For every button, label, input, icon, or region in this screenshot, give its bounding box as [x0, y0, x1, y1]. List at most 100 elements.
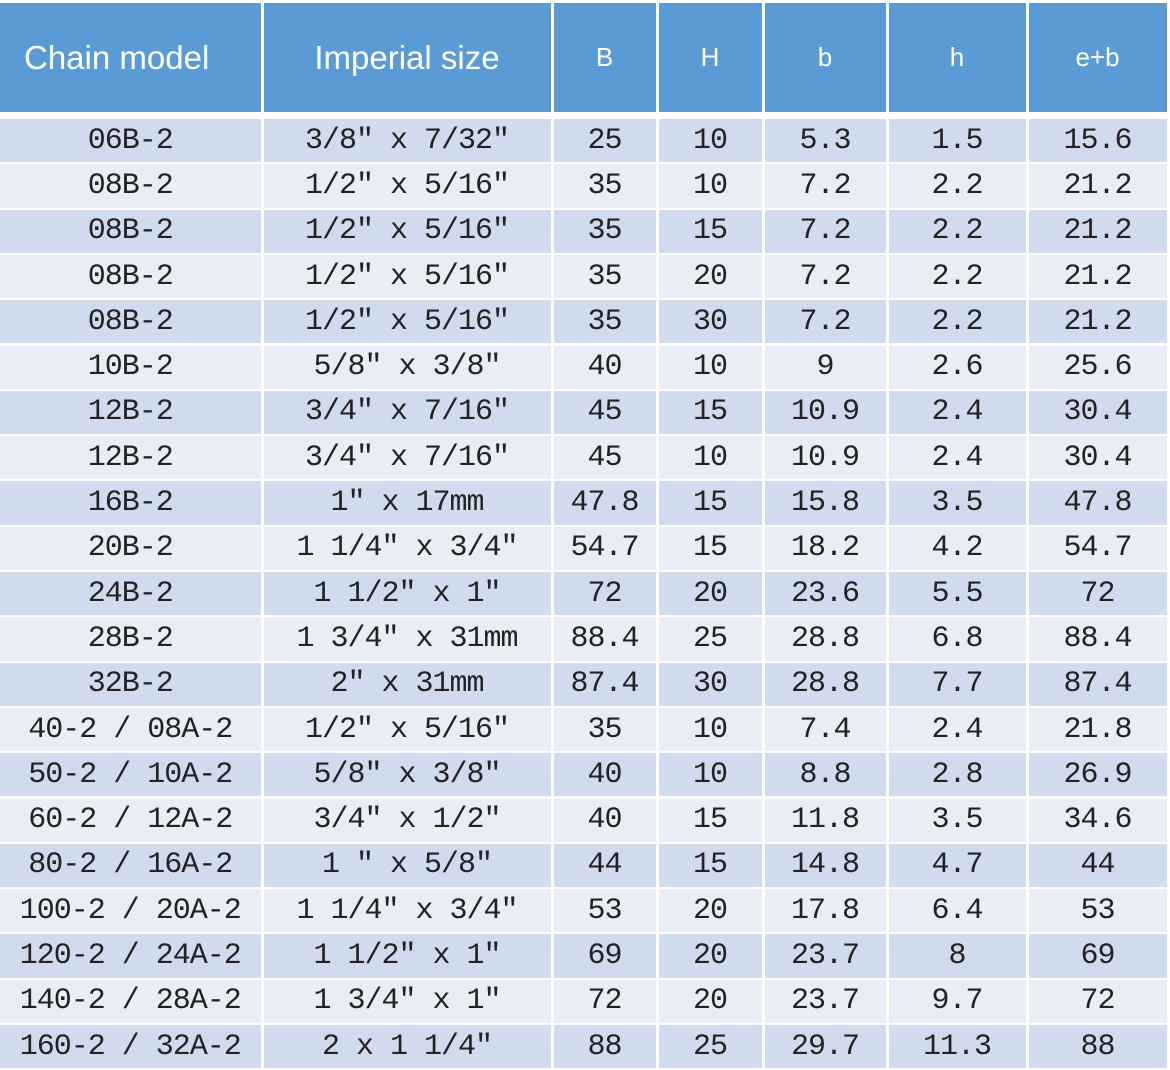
table-cell: 20 — [658, 979, 762, 1023]
table-cell: 25.6 — [1028, 345, 1167, 389]
table-cell: 08B-2 — [0, 254, 261, 299]
table-cell: 35 — [553, 707, 656, 752]
table-cell: 30 — [658, 300, 762, 344]
table-cell: 10 — [658, 707, 762, 752]
table-cell: 14.8 — [764, 843, 886, 888]
table-cell: 21.8 — [1028, 707, 1167, 752]
table-cell: 80-2 / 16A-2 — [0, 843, 261, 888]
table-cell: 12B-2 — [0, 436, 261, 480]
table-cell: 12B-2 — [0, 390, 261, 435]
table-cell: 1 3/4″ x 31mm — [263, 617, 551, 661]
table-cell: 24B-2 — [0, 572, 261, 616]
table-cell: 45 — [553, 390, 656, 435]
table-cell: 6.8 — [888, 617, 1026, 661]
table-cell: 21.2 — [1028, 300, 1167, 344]
table-cell: 7.2 — [764, 254, 886, 299]
table-cell: 10 — [658, 753, 762, 797]
table-cell: 16B-2 — [0, 481, 261, 525]
table-cell: 1 1/4″ x 3/4″ — [263, 526, 551, 570]
table-cell: 47.8 — [1028, 481, 1167, 525]
table-cell: 21.2 — [1028, 254, 1167, 299]
table-cell: 23.7 — [764, 979, 886, 1023]
table-cell: 54.7 — [1028, 526, 1167, 570]
table-cell: 30 — [658, 662, 762, 706]
table-cell: 15 — [658, 209, 762, 253]
table-cell: 23.7 — [764, 934, 886, 978]
table-cell: 69 — [1028, 934, 1167, 978]
table-cell: 44 — [1028, 843, 1167, 888]
table-cell: 1/2″ x 5/16″ — [263, 164, 551, 208]
table-cell: 54.7 — [553, 526, 656, 570]
table-cell: 15 — [658, 390, 762, 435]
table-cell: 1 ″ x 5/8″ — [263, 843, 551, 888]
table-cell: 3/4″ x 1/2″ — [263, 798, 551, 842]
table-cell: 72 — [1028, 979, 1167, 1023]
table-cell: 9.7 — [888, 979, 1026, 1023]
table-cell: 35 — [553, 254, 656, 299]
table-cell: 2.8 — [888, 753, 1026, 797]
table-cell: 160-2 / 32A-2 — [0, 1025, 261, 1069]
table-cell: 08B-2 — [0, 209, 261, 253]
table-cell: 10B-2 — [0, 345, 261, 389]
table-cell: 5.5 — [888, 572, 1026, 616]
table-cell: 88 — [553, 1025, 656, 1069]
table-cell: 2.4 — [888, 707, 1026, 752]
table-cell: 20 — [658, 934, 762, 978]
table-cell: 2.2 — [888, 300, 1026, 344]
table-cell: 23.6 — [764, 572, 886, 616]
table-cell: 8.8 — [764, 753, 886, 797]
table-cell: 10 — [658, 345, 762, 389]
table-cell: 69 — [553, 934, 656, 978]
table-cell: 72 — [553, 979, 656, 1023]
table-cell: 1 3/4″ x 1″ — [263, 979, 551, 1023]
table-cell: 53 — [1028, 889, 1167, 933]
table-cell: 2.6 — [888, 345, 1026, 389]
table-cell: 7.4 — [764, 707, 886, 752]
table-cell: 25 — [658, 617, 762, 661]
table-cell: 40-2 / 08A-2 — [0, 707, 261, 752]
table-cell: 1″ x 17mm — [263, 481, 551, 525]
table-cell: 2.2 — [888, 209, 1026, 253]
table-cell: 5.3 — [764, 119, 886, 163]
table-cell: 2.2 — [888, 164, 1026, 208]
table-cell: 87.4 — [553, 662, 656, 706]
table-cell: 20B-2 — [0, 526, 261, 570]
header-cell: H — [658, 3, 762, 112]
table-cell: 44 — [553, 843, 656, 888]
table-cell: 72 — [553, 572, 656, 616]
table-cell: 28B-2 — [0, 617, 261, 661]
table-cell: 15 — [658, 798, 762, 842]
table-cell: 1/2″ x 5/16″ — [263, 300, 551, 344]
table-cell: 15.6 — [1028, 119, 1167, 163]
table-cell: 100-2 / 20A-2 — [0, 889, 261, 933]
table-cell: 47.8 — [553, 481, 656, 525]
table-cell: 2.4 — [888, 436, 1026, 480]
table-cell: 40 — [553, 345, 656, 389]
table-cell: 30.4 — [1028, 436, 1167, 480]
table-cell: 4.7 — [888, 843, 1026, 888]
table-cell: 10.9 — [764, 390, 886, 435]
table-cell: 40 — [553, 753, 656, 797]
table-cell: 15 — [658, 843, 762, 888]
header-cell: B — [553, 3, 656, 112]
table-cell: 88.4 — [1028, 617, 1167, 661]
table-cell: 4.2 — [888, 526, 1026, 570]
table-cell: 25 — [553, 119, 656, 163]
table-cell: 3/8″ x 7/32″ — [263, 119, 551, 163]
table-cell: 15 — [658, 526, 762, 570]
table-cell: 26.9 — [1028, 753, 1167, 797]
table-cell: 35 — [553, 164, 656, 208]
table-cell: 50-2 / 10A-2 — [0, 753, 261, 797]
table-cell: 5/8″ x 3/8″ — [263, 753, 551, 797]
table-cell: 7.2 — [764, 164, 886, 208]
header-cell: Imperial size — [263, 3, 551, 112]
table-cell: 7.2 — [764, 209, 886, 253]
table-cell: 08B-2 — [0, 300, 261, 344]
table-cell: 7.7 — [888, 662, 1026, 706]
table-cell: 53 — [553, 889, 656, 933]
table-cell: 1/2″ x 5/16″ — [263, 254, 551, 299]
table-cell: 10 — [658, 119, 762, 163]
table-cell: 2″ x 31mm — [263, 662, 551, 706]
table-cell: 1 1/2″ x 1″ — [263, 934, 551, 978]
